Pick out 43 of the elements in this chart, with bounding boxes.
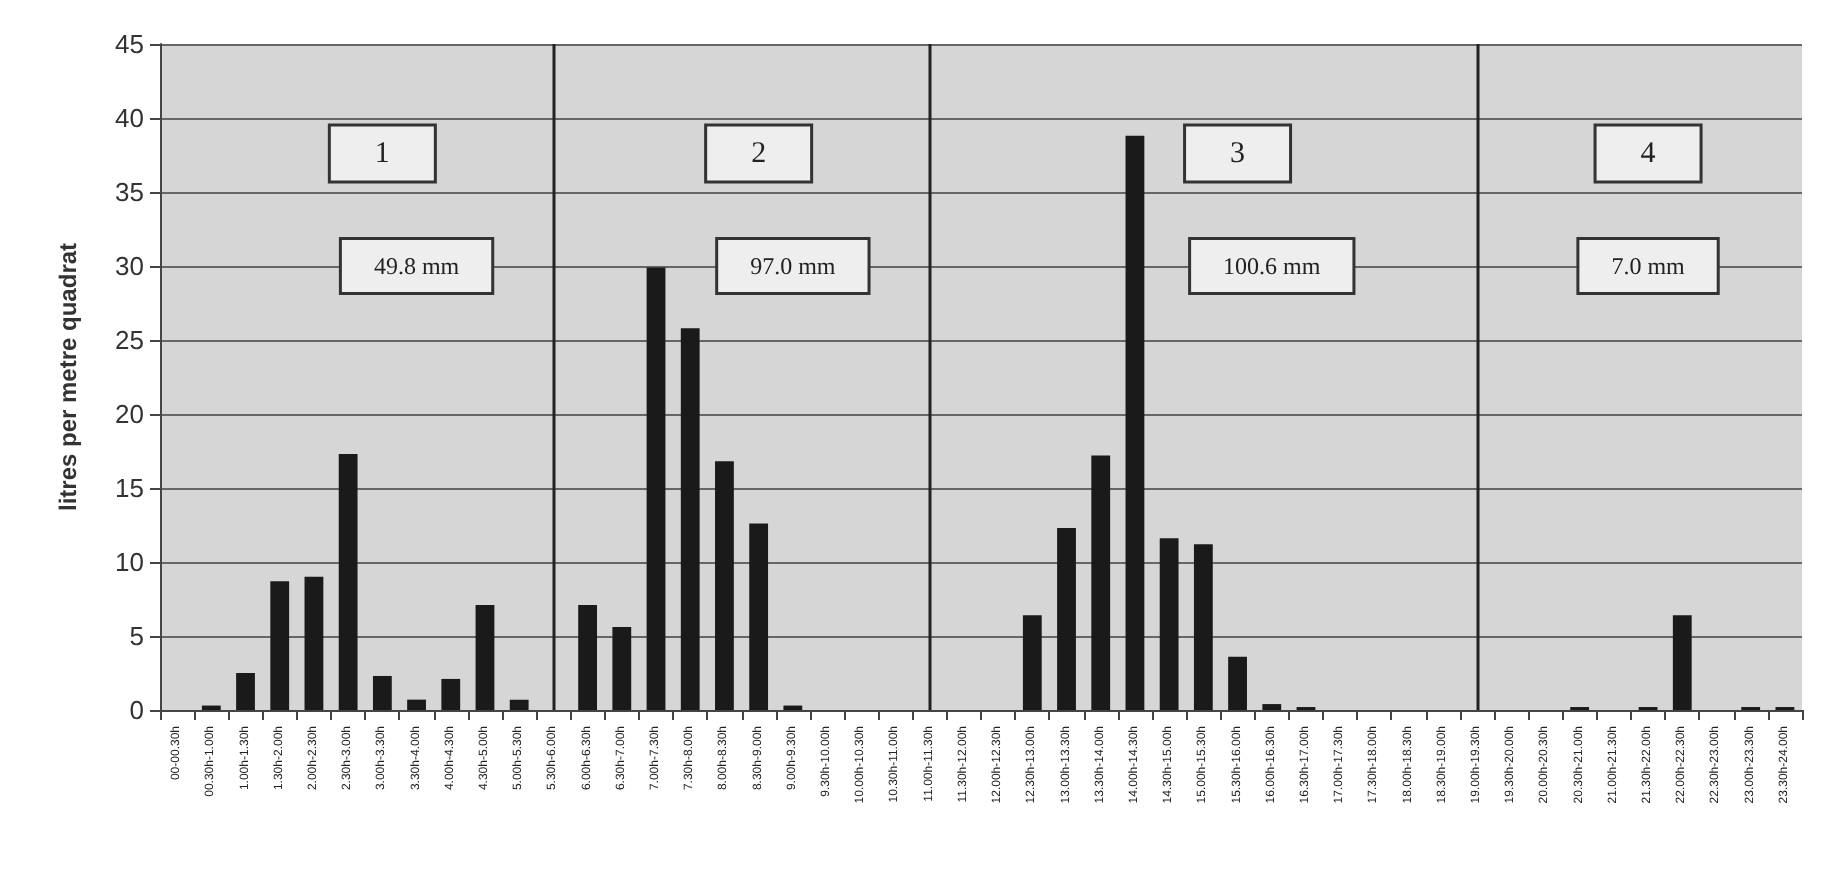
bar bbox=[372, 675, 392, 710]
bar bbox=[1022, 615, 1042, 710]
bar bbox=[1057, 527, 1076, 710]
bar bbox=[578, 604, 598, 710]
annotation: 4 bbox=[1640, 137, 1657, 170]
bar bbox=[236, 673, 255, 710]
bar bbox=[749, 523, 769, 710]
y-tick-label: 15 bbox=[115, 473, 144, 503]
bar bbox=[612, 627, 632, 710]
y-axis-title: litres per metre quadrat bbox=[54, 242, 82, 512]
annotation: 7.0 mm bbox=[1611, 252, 1687, 280]
y-tick-label: 10 bbox=[115, 547, 144, 577]
y-tick-label: 25 bbox=[115, 325, 144, 355]
bar bbox=[715, 461, 734, 710]
bar bbox=[1228, 656, 1247, 710]
y-tick-label: 35 bbox=[115, 177, 144, 207]
y-tick-label: 45 bbox=[115, 29, 144, 59]
bar bbox=[1193, 544, 1213, 710]
bar bbox=[1262, 704, 1282, 710]
bar bbox=[441, 678, 461, 710]
bar bbox=[1125, 135, 1145, 710]
y-tick-label: 30 bbox=[115, 251, 144, 281]
annotation: 3 bbox=[1230, 137, 1246, 170]
bar bbox=[407, 699, 426, 710]
y-tick-label: 20 bbox=[115, 399, 144, 429]
bar bbox=[646, 267, 666, 710]
y-tick-label: 40 bbox=[115, 103, 144, 133]
annotation: 2 bbox=[751, 137, 767, 170]
bar bbox=[304, 576, 324, 710]
bar bbox=[338, 453, 358, 710]
bar bbox=[1091, 455, 1111, 710]
annotation: 97.0 mm bbox=[750, 252, 837, 280]
bar bbox=[509, 699, 529, 710]
y-tick-label: 0 bbox=[129, 695, 144, 725]
bar bbox=[1159, 538, 1179, 710]
bar bbox=[475, 604, 495, 710]
annotation: 100.6 mm bbox=[1223, 252, 1322, 280]
bar bbox=[270, 581, 290, 710]
annotation: 1 bbox=[374, 137, 390, 170]
annotation: 49.8 mm bbox=[373, 252, 461, 280]
bar bbox=[1672, 615, 1692, 710]
y-tick-label: 5 bbox=[129, 621, 144, 651]
bar bbox=[680, 328, 700, 710]
